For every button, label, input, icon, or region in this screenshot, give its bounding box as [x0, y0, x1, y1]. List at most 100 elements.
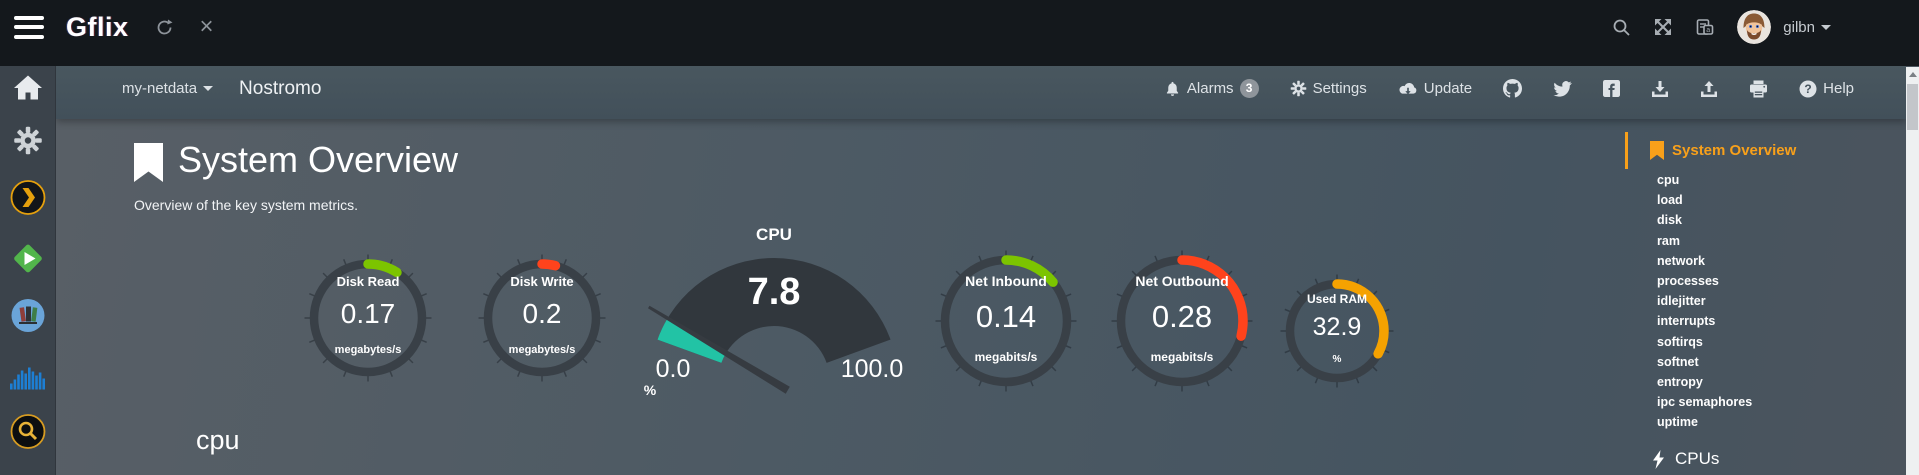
menu-item-ipc-semaphores[interactable]: ipc semaphores: [1657, 395, 1753, 410]
gauge-value: 0.2: [522, 298, 562, 329]
section-heading-cpu: cpu: [196, 425, 240, 455]
gauge-disk-read[interactable]: Disk Read 0.17 megabytes/s: [303, 253, 433, 383]
active-section-label: System Overview: [1672, 141, 1797, 159]
page-subtitle: Overview of the key system metrics.: [134, 197, 359, 213]
gauge-title: Disk Write: [510, 274, 574, 289]
page-title: System Overview: [178, 139, 459, 180]
gauge-cpu[interactable]: CPU 7.8 0.0 100.0%: [634, 185, 914, 405]
menu-section-system-overview[interactable]: System Overview: [1650, 139, 1796, 161]
gauge-value: 0.14: [975, 299, 1037, 334]
lightning-icon: [1653, 449, 1664, 469]
gauge-units: %: [643, 382, 657, 398]
user-menu[interactable]: gilbn: [1783, 19, 1831, 36]
cloud-download-icon: [1399, 82, 1417, 94]
username-label: gilbn: [1783, 18, 1815, 36]
gauge-units: %: [1332, 354, 1342, 365]
menu-item-softnet[interactable]: softnet: [1657, 354, 1699, 369]
help-button[interactable]: ? Help: [1799, 80, 1854, 98]
gauge-value: 32.9: [1312, 313, 1362, 341]
gauge-title: Disk Read: [336, 274, 400, 289]
facebook-button[interactable]: [1603, 80, 1621, 97]
gauge-units: megabits/s: [974, 350, 1038, 364]
gauge-units: megabytes/s: [334, 344, 402, 356]
update-button[interactable]: Update: [1398, 80, 1472, 97]
github-button[interactable]: [1503, 79, 1523, 98]
gauge-title: Used RAM: [1306, 292, 1367, 306]
menu-item-network[interactable]: network: [1657, 253, 1705, 268]
main-content: System Overview Overview of the key syst…: [56, 119, 1906, 475]
plex-icon[interactable]: [10, 180, 46, 221]
upload-icon: [1701, 80, 1718, 97]
app-logo[interactable]: Gflix: [66, 11, 129, 42]
menu-item-processes[interactable]: processes: [1657, 273, 1719, 288]
menu-item-entropy[interactable]: entropy: [1657, 374, 1703, 389]
download-button[interactable]: [1651, 80, 1669, 98]
menu-icon[interactable]: [14, 15, 44, 39]
alarms-badge: 3: [1239, 79, 1259, 98]
twitter-icon: [1553, 80, 1572, 97]
gauge-max-label: 100.0: [840, 355, 904, 383]
print-icon: [1750, 80, 1768, 97]
netdata-navbar: my-netdata Nostromo Alarms 3 Settings Up…: [56, 66, 1906, 119]
gauge-value: 7.8: [747, 271, 801, 313]
host-selector[interactable]: my-netdata: [122, 80, 214, 97]
gauge-value: 0.28: [1151, 299, 1213, 334]
caret-down-icon: [203, 86, 214, 91]
scrollbar[interactable]: [1906, 67, 1919, 475]
menu-item-idlejitter[interactable]: idlejitter: [1657, 294, 1706, 309]
right-menu: System Overview cpu load disk ram network pro…: [1625, 119, 1915, 475]
search-app-icon[interactable]: [10, 414, 46, 455]
app-sidebar: [0, 66, 56, 475]
host-selector-label: my-netdata: [122, 80, 198, 97]
menu-item-load[interactable]: load: [1657, 193, 1683, 208]
gauge-title: CPU: [756, 225, 792, 244]
gauge-title: Net Inbound: [965, 273, 1047, 289]
svg-text:a: a: [1707, 27, 1711, 34]
search-icon[interactable]: [1612, 18, 1631, 37]
gauge-value: 0.17: [340, 298, 396, 329]
alarms-label: Alarms: [1186, 80, 1234, 97]
gear-icon[interactable]: [13, 126, 43, 161]
alarms-button[interactable]: Alarms 3: [1164, 79, 1259, 98]
gauge-units: megabytes/s: [508, 344, 576, 356]
avatar[interactable]: [1737, 10, 1772, 44]
scrollbar-up-arrow[interactable]: [1909, 72, 1917, 77]
settings-label: Settings: [1312, 80, 1367, 97]
waveform-icon[interactable]: [9, 366, 47, 397]
menu-item-uptime[interactable]: uptime: [1657, 415, 1698, 430]
print-button[interactable]: [1749, 80, 1768, 98]
emby-icon[interactable]: [10, 241, 46, 282]
menu-section-cpus[interactable]: CPUs: [1652, 449, 1719, 469]
menu-item-ram[interactable]: ram: [1657, 233, 1680, 248]
home-icon[interactable]: [13, 75, 43, 106]
svg-text:?: ?: [1804, 82, 1811, 96]
gear-icon: [1290, 80, 1306, 97]
upload-button[interactable]: [1700, 80, 1718, 98]
close-icon[interactable]: ×: [199, 13, 214, 40]
twitter-button[interactable]: [1553, 80, 1572, 97]
gauge-units: megabits/s: [1150, 350, 1214, 364]
menu-items: cpu load disk ram network processes idlejitter…: [1657, 170, 1752, 432]
gauge-min-label: 0.0: [655, 355, 691, 383]
bookmark-icon: [134, 143, 163, 187]
menu-item-cpu[interactable]: cpu: [1657, 173, 1680, 187]
gauge-disk-write[interactable]: Disk Write 0.2 megabytes/s: [477, 253, 607, 383]
download-icon: [1652, 80, 1669, 97]
library-icon[interactable]: [10, 298, 46, 339]
gauge-net-outbound[interactable]: Net Outbound 0.28 megabits/s: [1110, 249, 1254, 393]
gauge-net-inbound[interactable]: Net Inbound 0.14 megabits/s: [934, 249, 1078, 393]
topbar: Gflix × a gilbn: [0, 0, 1919, 66]
fullscreen-icon[interactable]: [1653, 17, 1673, 37]
caret-down-icon: [1821, 24, 1831, 30]
menu-item-disk[interactable]: disk: [1657, 213, 1683, 228]
menu-item-interrupts[interactable]: interrupts: [1657, 314, 1716, 329]
settings-button[interactable]: Settings: [1290, 80, 1367, 97]
bell-icon: [1166, 81, 1179, 96]
github-icon: [1503, 79, 1523, 98]
facebook-icon: [1603, 80, 1621, 97]
refresh-icon[interactable]: [155, 18, 174, 37]
translate-icon[interactable]: a: [1695, 17, 1715, 37]
scrollbar-thumb[interactable]: [1907, 84, 1918, 130]
gauge-used-ram[interactable]: Used RAM 32.9%: [1279, 273, 1395, 389]
menu-item-softirqs[interactable]: softirqs: [1657, 334, 1703, 349]
